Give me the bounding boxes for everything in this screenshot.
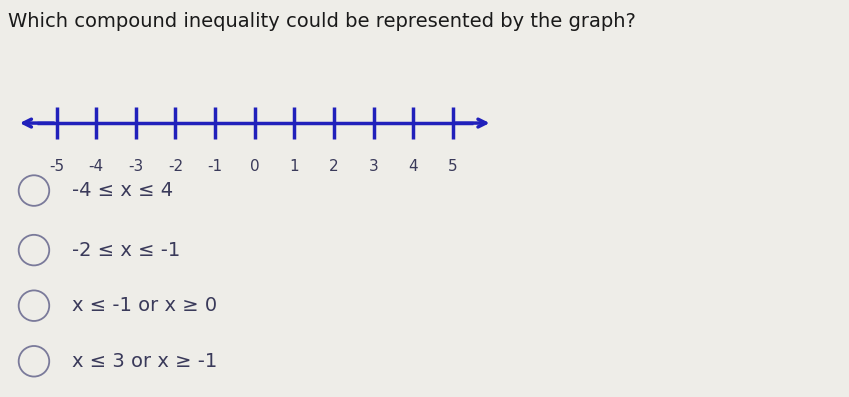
Text: -2 ≤ x ≤ -1: -2 ≤ x ≤ -1 bbox=[72, 241, 181, 260]
Text: 3: 3 bbox=[368, 159, 379, 174]
Text: -2: -2 bbox=[168, 159, 183, 174]
Text: 0: 0 bbox=[250, 159, 260, 174]
Text: x ≤ -1 or x ≥ 0: x ≤ -1 or x ≥ 0 bbox=[72, 296, 217, 315]
Text: -3: -3 bbox=[128, 159, 143, 174]
Text: -4: -4 bbox=[88, 159, 104, 174]
Text: 4: 4 bbox=[408, 159, 418, 174]
Text: 1: 1 bbox=[290, 159, 299, 174]
Text: Which compound inequality could be represented by the graph?: Which compound inequality could be repre… bbox=[8, 12, 637, 31]
Text: x ≤ 3 or x ≥ -1: x ≤ 3 or x ≥ -1 bbox=[72, 352, 217, 371]
Text: 2: 2 bbox=[329, 159, 339, 174]
Text: -1: -1 bbox=[207, 159, 222, 174]
Text: -4 ≤ x ≤ 4: -4 ≤ x ≤ 4 bbox=[72, 181, 173, 200]
Text: -5: -5 bbox=[49, 159, 65, 174]
Text: 5: 5 bbox=[448, 159, 458, 174]
